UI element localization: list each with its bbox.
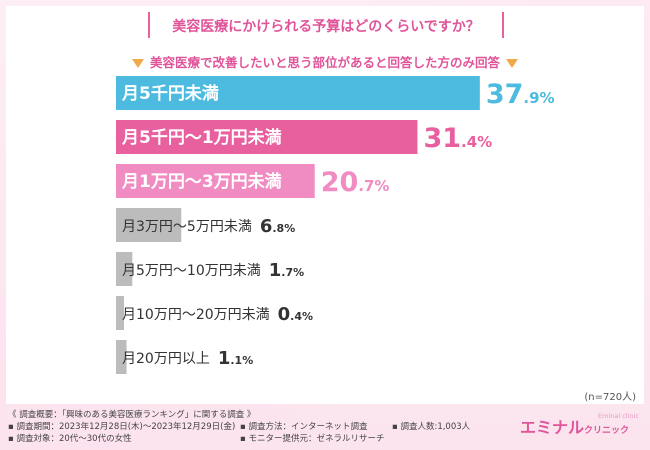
bar-value-7: 1.1%: [218, 348, 253, 369]
bar-1: [116, 76, 480, 110]
brand-name: エミナル: [520, 418, 585, 437]
bar-6: [116, 296, 124, 330]
survey-method: ▪ 調査方法：インターネット調査: [240, 422, 368, 432]
survey-target: ▪ 調査対象：20代〜30代の女性: [8, 434, 132, 444]
bar-value-5: 1.7%: [269, 260, 304, 281]
brand-logo: エミナルクリニック Eminal clinic: [520, 412, 639, 438]
bar-value-1: 37.9%: [486, 79, 555, 110]
bar-label-6: 月10万円〜20万円未満: [122, 307, 270, 323]
chart-title: 美容医療にかけられる予算はどのくらいですか？: [172, 19, 480, 35]
bar-7: [116, 340, 127, 374]
bar-value-3: 20.7%: [321, 167, 390, 198]
bar-label-2: 月5千円〜1万円未満: [121, 127, 282, 148]
survey-footer: 《 調査概要：「興味のある美容医療ランキング」に関する調査 》 ▪ 調査期間：2…: [0, 404, 650, 450]
bar-label-1: 月5千円未満: [121, 83, 219, 104]
bar-chart: 月5千円未満 37.9% 月5千円〜1万円未満 31.4% 月1万円〜3万円未満 20.7…: [116, 76, 555, 374]
down-triangle-icon: [131, 59, 144, 68]
bar-value-2: 31.4%: [423, 123, 492, 154]
bar-2: [116, 120, 418, 154]
bar-value-6: 0.4%: [278, 304, 313, 325]
survey-provider: ▪ モニター提供元：ゼネラルリサーチ: [240, 434, 385, 444]
chart-subtitle: 美容医療で改善したいと思う部位があると回答した方のみ回答: [149, 55, 500, 70]
bar-label-7: 月20万円以上: [122, 351, 210, 367]
bar-5: [116, 252, 133, 286]
title-box: 美容医療にかけられる予算はどのくらいですか？: [148, 12, 504, 38]
chart-card: [6, 6, 644, 404]
survey-overview: 《 調査概要：「興味のある美容医療ランキング」に関する調査 》: [8, 410, 256, 420]
bar-4: [116, 208, 182, 242]
brand-sub: クリニック: [584, 426, 630, 436]
down-triangle-icon: [506, 59, 518, 68]
survey-period: ▪ 調査期間：2023年12月28日(木)〜2023年12月29日(金): [8, 422, 236, 432]
bar-label-4: 月3万円〜5万円未満: [122, 219, 252, 235]
bar-label-5: 月5万円〜10万円未満: [122, 263, 261, 279]
bar-label-3: 月1万円〜3万円未満: [121, 171, 282, 192]
sample-size-note: (n=720人): [584, 392, 636, 403]
brand-small-text: Eminal clinic: [598, 412, 639, 420]
survey-count: ▪ 調査人数:1,003人: [392, 422, 471, 432]
chart-subtitle-row: 美容医療で改善したいと思う部位があると回答した方のみ回答: [0, 52, 650, 71]
bar-3: [116, 164, 315, 198]
bar-value-4: 6.8%: [260, 216, 295, 237]
